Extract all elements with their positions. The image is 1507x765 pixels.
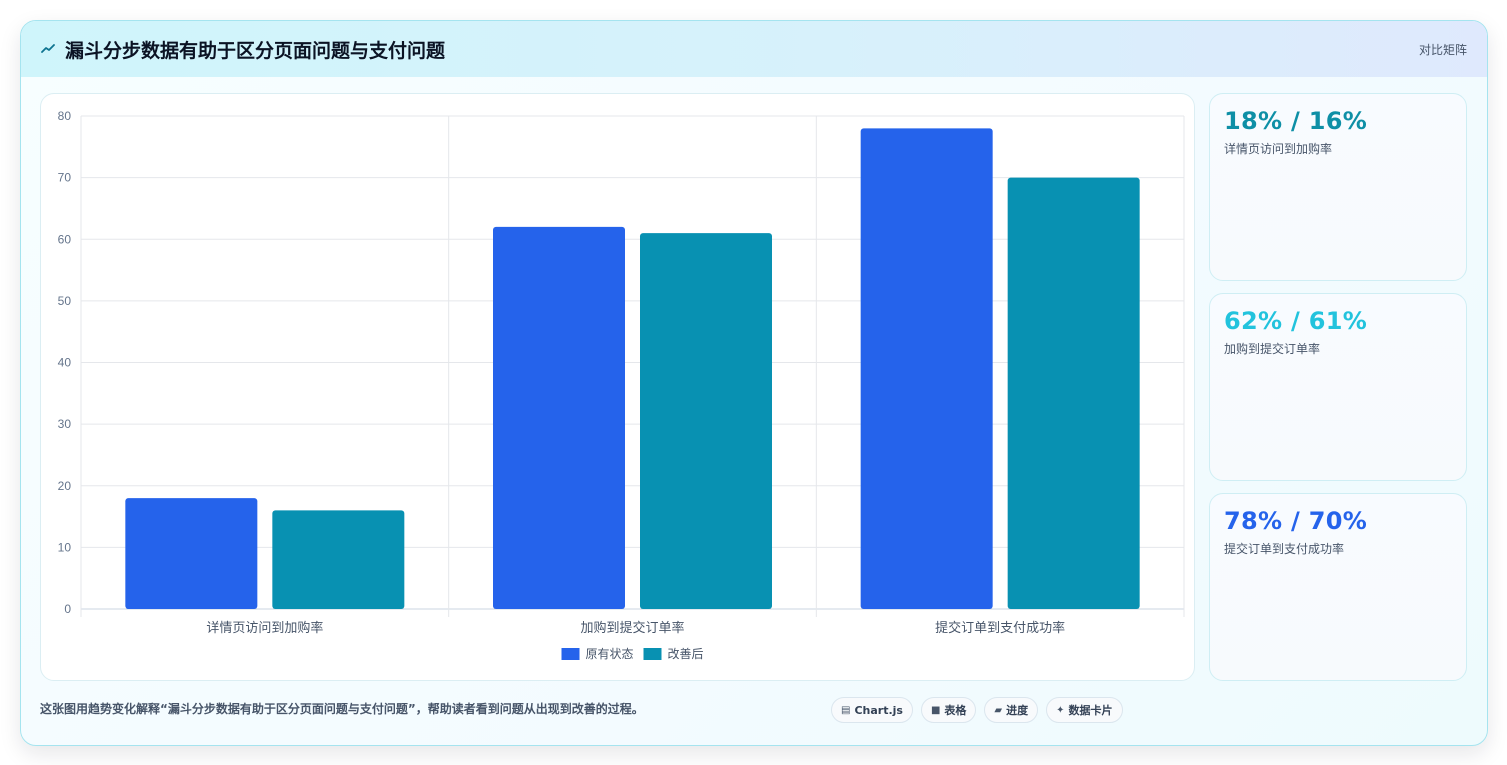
stat-value-2: 62% / 61% xyxy=(1224,307,1368,335)
chip-label: 数据卡片 xyxy=(1068,704,1113,717)
chip-table[interactable]: ■ 表格 xyxy=(920,697,977,723)
chart-panel: 0 10 20 30 40 50 60 70 80 详情页访问到加购率 加购到提交订单率 提交订单到支… xyxy=(40,93,1195,681)
chip-progress[interactable]: ▰ 进度 xyxy=(984,697,1039,723)
sparkle-icon: ✦ xyxy=(1056,704,1065,716)
y-tick-label: 60 xyxy=(58,232,72,246)
legend-label: 改善后 xyxy=(668,646,704,661)
bar-chart: 0 10 20 30 40 50 60 70 80 详情页访问到加购率 加购到提交订单率 提交订单到支… xyxy=(58,109,1185,661)
chip-chartjs[interactable]: ▤ Chart.js xyxy=(831,697,913,723)
y-tick-label: 10 xyxy=(58,540,72,554)
bar-original xyxy=(493,226,625,610)
y-tick-label: 70 xyxy=(58,171,72,185)
legend-label: 原有状态 xyxy=(586,647,634,661)
chip-label: 进度 xyxy=(1006,704,1029,717)
chip-label: 表格 xyxy=(944,704,967,717)
x-tick-label: 提交订单到支付成功率 xyxy=(935,620,1065,635)
stat-card-1: 18% / 16% 详情页访问到加购率 xyxy=(1209,93,1467,281)
legend-swatch xyxy=(643,648,662,660)
y-tick-label: 50 xyxy=(58,294,72,308)
bar-improved xyxy=(1007,177,1140,609)
stat-label-1: 详情页访问到加购率 xyxy=(1224,142,1333,156)
bar-improved xyxy=(272,510,405,609)
stat-label-3: 提交订单到支付成功率 xyxy=(1224,542,1345,556)
header-badge: 对比矩阵 xyxy=(1418,43,1467,57)
bar-original xyxy=(125,498,258,609)
progress-icon: ▰ xyxy=(994,704,1003,716)
tag-chips: ▤ Chart.js ■ 表格 ▰ 进度 ✦ 数据卡片 xyxy=(831,697,1123,723)
chart-icon: ▤ xyxy=(841,704,851,716)
table-icon: ■ xyxy=(930,704,941,716)
bar-original xyxy=(860,128,993,609)
chart-caption: 这张图用趋势变化解释“漏斗分步数据有助于区分页面问题与支付问题”，帮助读者看到问… xyxy=(40,702,644,716)
x-tick-label: 详情页访问到加购率 xyxy=(206,620,323,635)
chip-data-card[interactable]: ✦ 数据卡片 xyxy=(1046,697,1123,723)
chip-label: Chart.js xyxy=(854,703,903,717)
y-tick-label: 40 xyxy=(58,356,72,370)
main-card: 漏斗分步数据有助于区分页面问题与支付问题 对比矩阵 0 10 20 30 40 50 60 7… xyxy=(20,20,1488,746)
legend-swatch xyxy=(561,648,580,660)
x-tick-label: 加购到提交订单率 xyxy=(580,620,684,635)
card-header: 漏斗分步数据有助于区分页面问题与支付问题 对比矩阵 xyxy=(21,21,1487,77)
stat-value-1: 18% / 16% xyxy=(1224,107,1368,135)
y-tick-label: 20 xyxy=(58,479,72,493)
stat-label-2: 加购到提交订单率 xyxy=(1224,342,1321,356)
y-tick-label: 80 xyxy=(58,109,72,123)
page-title: 漏斗分步数据有助于区分页面问题与支付问题 xyxy=(65,39,446,62)
y-tick-label: 0 xyxy=(64,602,71,616)
stat-card-2: 62% / 61% 加购到提交订单率 xyxy=(1209,293,1467,481)
bar-improved xyxy=(640,233,772,609)
stat-card-3: 78% / 70% 提交订单到支付成功率 xyxy=(1209,493,1467,681)
stat-value-3: 78% / 70% xyxy=(1224,507,1368,535)
trend-icon xyxy=(41,44,59,54)
y-tick-label: 30 xyxy=(58,417,72,431)
